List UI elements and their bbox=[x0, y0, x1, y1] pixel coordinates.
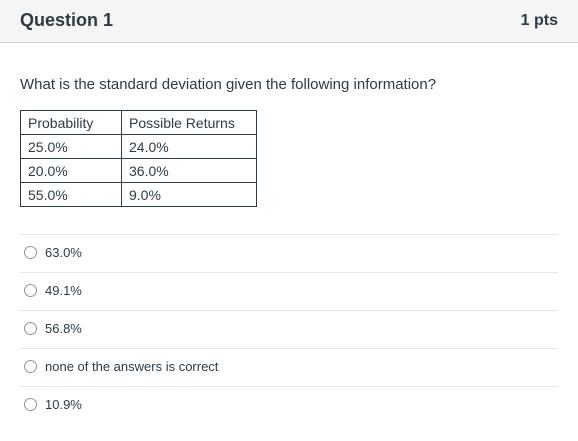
question-header: Question 1 1 pts bbox=[0, 0, 578, 43]
answer-option[interactable]: 56.8% bbox=[20, 310, 558, 348]
table-cell: 20.0% bbox=[20, 158, 122, 183]
answer-option[interactable]: 63.0% bbox=[20, 234, 558, 272]
answer-label[interactable]: 56.8% bbox=[45, 321, 82, 336]
radio-button[interactable] bbox=[24, 322, 37, 335]
table-header-probability: Probability bbox=[20, 110, 122, 135]
answer-label[interactable]: 63.0% bbox=[45, 245, 82, 260]
table-row: 20.0% 36.0% bbox=[20, 158, 257, 183]
answer-label[interactable]: 49.1% bbox=[45, 283, 82, 298]
table-cell: 25.0% bbox=[20, 134, 122, 159]
table-header-returns: Possible Returns bbox=[121, 110, 257, 135]
radio-button[interactable] bbox=[24, 398, 37, 411]
answer-list: 63.0% 49.1% 56.8% none of the answers is… bbox=[20, 234, 558, 424]
radio-button[interactable] bbox=[24, 246, 37, 259]
answer-label[interactable]: 10.9% bbox=[45, 397, 82, 412]
info-table: Probability Possible Returns 25.0% 24.0%… bbox=[20, 110, 257, 207]
answer-option[interactable]: 49.1% bbox=[20, 272, 558, 310]
table-cell: 24.0% bbox=[121, 134, 257, 159]
radio-button[interactable] bbox=[24, 284, 37, 297]
radio-button[interactable] bbox=[24, 360, 37, 373]
answer-option[interactable]: 10.9% bbox=[20, 386, 558, 424]
table-cell: 55.0% bbox=[20, 182, 122, 207]
table-cell: 9.0% bbox=[121, 182, 257, 207]
question-points: 1 pts bbox=[520, 12, 558, 29]
table-header-row: Probability Possible Returns bbox=[20, 110, 257, 135]
table-row: 55.0% 9.0% bbox=[20, 182, 257, 207]
question-title: Question 1 bbox=[20, 10, 114, 30]
table-cell: 36.0% bbox=[121, 158, 257, 183]
answer-option[interactable]: none of the answers is correct bbox=[20, 348, 558, 386]
table-row: 25.0% 24.0% bbox=[20, 134, 257, 159]
answer-label[interactable]: none of the answers is correct bbox=[45, 359, 219, 374]
question-text: What is the standard deviation given the… bbox=[20, 76, 437, 93]
